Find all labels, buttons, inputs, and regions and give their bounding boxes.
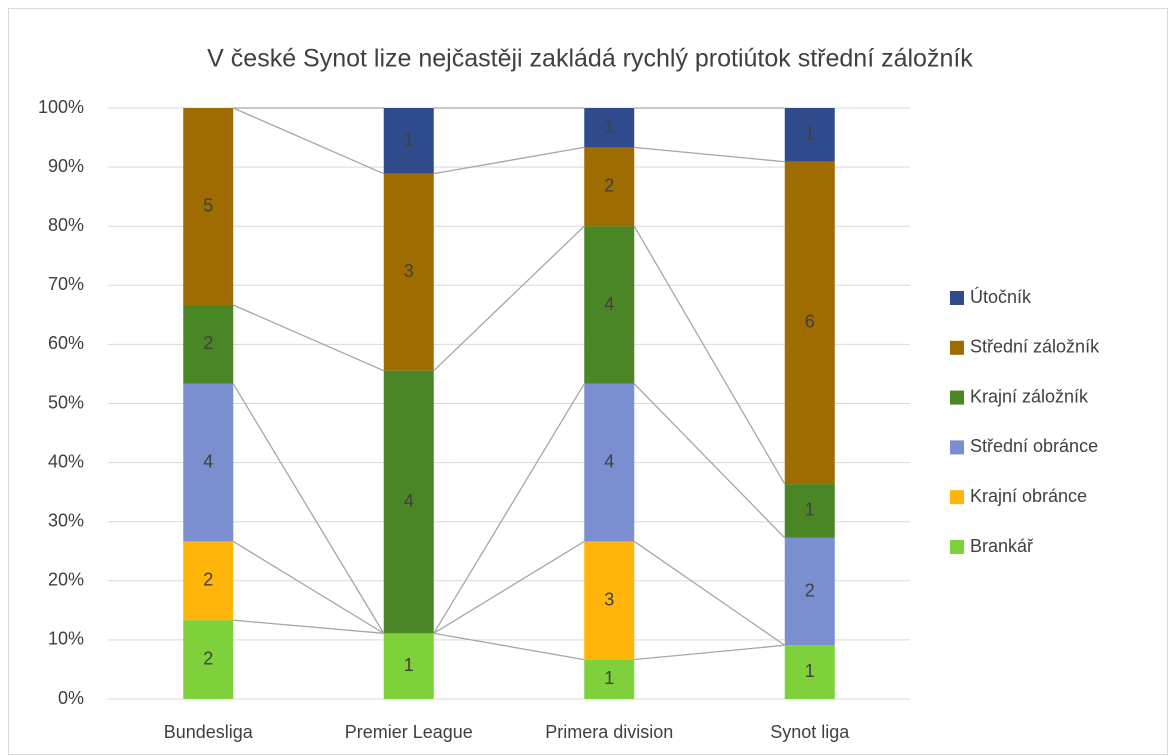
bar-segment [383, 173, 434, 371]
series-line [232, 383, 385, 634]
x-tick-label: Primera division [545, 722, 673, 742]
data-label: 4 [604, 294, 614, 314]
x-tick-label: Bundesliga [164, 722, 254, 742]
bar-segment [784, 484, 835, 538]
legend-swatch [950, 440, 964, 455]
bar-segment [183, 620, 234, 699]
legend-swatch [950, 291, 964, 305]
legend-label: Útočník [970, 286, 1032, 307]
bar-segment [183, 108, 234, 305]
legend-label: Střední záložník [970, 337, 1100, 357]
bar-segment [584, 383, 635, 542]
legend-swatch [950, 540, 964, 554]
data-label: 2 [203, 333, 213, 353]
data-label: 4 [203, 451, 213, 471]
data-label: 1 [404, 130, 414, 150]
bar-segment [784, 645, 835, 699]
y-tick-label: 40% [48, 451, 84, 471]
bar-segment [383, 108, 434, 174]
bar-segment [183, 305, 234, 384]
legend-label: Střední obránce [970, 436, 1098, 456]
data-label: 5 [203, 195, 213, 215]
bar-segment [584, 659, 635, 699]
y-tick-label: 50% [48, 392, 84, 412]
legend-swatch [950, 490, 964, 505]
data-label: 1 [805, 661, 815, 681]
y-tick-label: 80% [48, 215, 84, 235]
data-label: 1 [604, 116, 614, 136]
bar-segment [584, 147, 635, 227]
bar-segment [383, 370, 434, 634]
series-line [233, 619, 384, 634]
y-tick-label: 100% [38, 97, 84, 117]
bar-segment [784, 537, 835, 646]
series-line [433, 632, 585, 661]
series-line [633, 383, 786, 539]
series-line [633, 225, 786, 485]
y-tick-label: 0% [58, 688, 84, 708]
series-line [232, 304, 385, 372]
x-tick-label: Premier League [345, 722, 473, 742]
series-line [232, 540, 385, 634]
data-label: 4 [404, 491, 414, 511]
series-line [433, 383, 585, 634]
data-label: 2 [604, 176, 614, 196]
x-tick-label: Synot liga [770, 722, 850, 742]
data-label: 2 [203, 648, 213, 668]
data-label: 1 [805, 124, 815, 144]
series-line [634, 146, 785, 163]
data-label: 3 [604, 589, 614, 609]
data-label: 1 [404, 655, 414, 675]
bar-segment [584, 226, 635, 384]
data-label: 2 [203, 570, 213, 590]
legend-swatch [950, 340, 964, 355]
data-label: 3 [404, 261, 414, 281]
bar-segment [183, 383, 234, 542]
y-tick-label: 70% [48, 274, 84, 294]
bar-segment [584, 108, 635, 148]
data-label: 2 [805, 580, 815, 600]
bar-segment [183, 541, 234, 621]
chart-title: V české Synot lize nejčastěji zakládá ry… [207, 45, 973, 73]
y-tick-label: 60% [48, 333, 84, 353]
series-line [633, 540, 786, 646]
legend-label: Brankář [970, 536, 1034, 556]
bar-segment [784, 161, 835, 485]
series-line [634, 644, 785, 661]
data-label: 1 [604, 668, 614, 688]
bar-segment [584, 541, 635, 660]
data-label: 6 [805, 312, 815, 332]
series-line [433, 540, 585, 634]
series-line [433, 146, 585, 175]
bar-segment [383, 633, 434, 699]
legend-swatch [950, 390, 964, 405]
y-tick-label: 90% [48, 156, 84, 176]
bar-segment [784, 108, 835, 162]
y-tick-label: 30% [48, 510, 84, 530]
y-tick-label: 20% [48, 570, 84, 590]
legend-label: Krajní obránce [970, 486, 1087, 506]
series-line [433, 225, 585, 372]
y-tick-label: 10% [48, 629, 84, 649]
data-label: 4 [604, 451, 614, 471]
series-line [232, 107, 385, 175]
legend-label: Krajní záložník [970, 386, 1089, 406]
data-label: 1 [805, 500, 815, 520]
